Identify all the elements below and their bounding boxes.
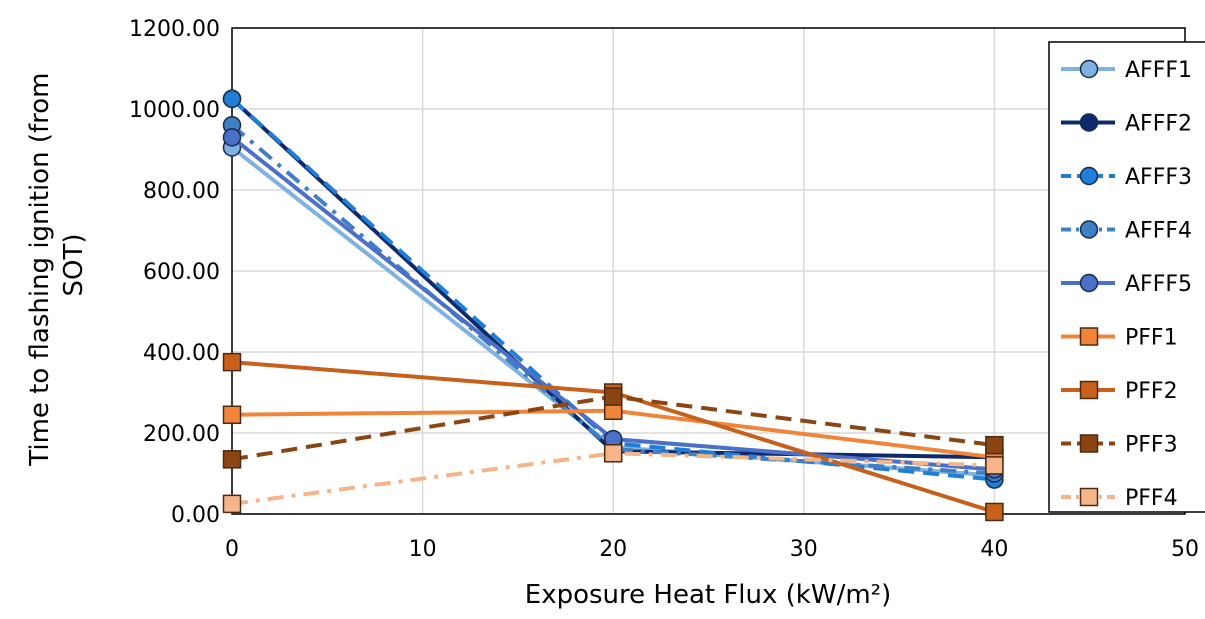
y-tick-label: 400.00	[143, 341, 220, 366]
legend-swatch-marker	[1079, 434, 1099, 453]
legend-swatch-marker	[1079, 380, 1099, 400]
data-point-pff4	[222, 494, 242, 514]
legend-label: AFFF1	[1125, 58, 1192, 83]
y-tick-label: 800.00	[143, 179, 220, 204]
x-axis-title: Exposure Heat Flux (kW/m²)	[525, 580, 891, 610]
legend-label: AFFF5	[1125, 272, 1192, 297]
y-axis-title-line2: SOT)	[59, 234, 89, 297]
legend-swatch-marker	[1079, 487, 1099, 507]
data-point-pff3	[985, 435, 1004, 455]
y-axis-title: Time to flashing ignition (from SOT)	[25, 64, 89, 466]
x-tick-label: 20	[599, 537, 627, 562]
y-tick-label: 200.00	[143, 422, 220, 447]
data-point-pff1	[222, 405, 242, 425]
legend-swatch-marker	[1079, 59, 1099, 79]
legend-item-afff1: AFFF1	[1061, 58, 1192, 83]
legend-item-afff4: AFFF4	[1061, 219, 1192, 244]
data-point-pff3	[603, 387, 623, 406]
x-tick-label: 30	[790, 537, 818, 562]
legend-box	[1048, 41, 1205, 513]
legend-item-afff2: AFFF2	[1061, 112, 1192, 137]
y-tick-label: 1200.00	[129, 17, 220, 42]
legend-label: PFF4	[1125, 486, 1178, 511]
series-layer	[222, 89, 1004, 522]
legend-label: PFF3	[1125, 433, 1178, 458]
x-tick-label: 0	[225, 537, 239, 562]
legend-label: PFF1	[1125, 326, 1178, 351]
data-point-pff2	[222, 352, 242, 372]
legend-swatch-marker	[1079, 273, 1099, 293]
legend-swatch-marker	[1079, 220, 1099, 239]
legend-swatch-marker	[1079, 327, 1099, 346]
legend-swatch-marker	[1079, 113, 1099, 132]
x-tick-label: 40	[980, 537, 1008, 562]
y-axis-title-line1: Time to flashing ignition (from	[25, 73, 55, 467]
data-point-afff5	[222, 128, 242, 147]
legend-item-afff3: AFFF3	[1061, 165, 1192, 190]
data-point-afff3	[222, 89, 242, 109]
legend-item-pff3: PFF3	[1061, 433, 1178, 458]
legend-item-afff5: AFFF5	[1061, 272, 1192, 297]
y-tick-label: 1000.00	[129, 98, 220, 123]
legend-label: AFFF4	[1125, 219, 1192, 244]
legend-item-pff1: PFF1	[1061, 326, 1178, 351]
data-point-pff4	[603, 444, 623, 463]
x-tick-label: 50	[1171, 537, 1199, 562]
data-point-pff4	[985, 456, 1004, 475]
legend-label: PFF2	[1125, 379, 1178, 404]
series-pff4	[222, 444, 1004, 514]
y-tick-label: 0.00	[171, 503, 220, 528]
legend-label: AFFF2	[1125, 112, 1192, 137]
data-point-pff3	[222, 450, 242, 469]
series-pff3	[222, 387, 1004, 469]
y-tick-label: 600.00	[143, 260, 220, 285]
legend-item-pff4: PFF4	[1061, 486, 1178, 511]
legend-label: AFFF3	[1125, 165, 1192, 190]
legend-item-pff2: PFF2	[1061, 379, 1178, 404]
legend-swatch-marker	[1079, 166, 1099, 186]
legend: AFFF1 AFFF2 AFFF3 AFFF4 AFFF5 PFF1 PFF2 PFF3 PFF…	[1048, 41, 1205, 513]
tick-labels: 0.00 200.00 400.00 600.00 800.00 1000.00 1200.…	[129, 17, 1199, 562]
x-tick-label: 10	[409, 537, 437, 562]
data-point-pff2	[985, 502, 1004, 522]
